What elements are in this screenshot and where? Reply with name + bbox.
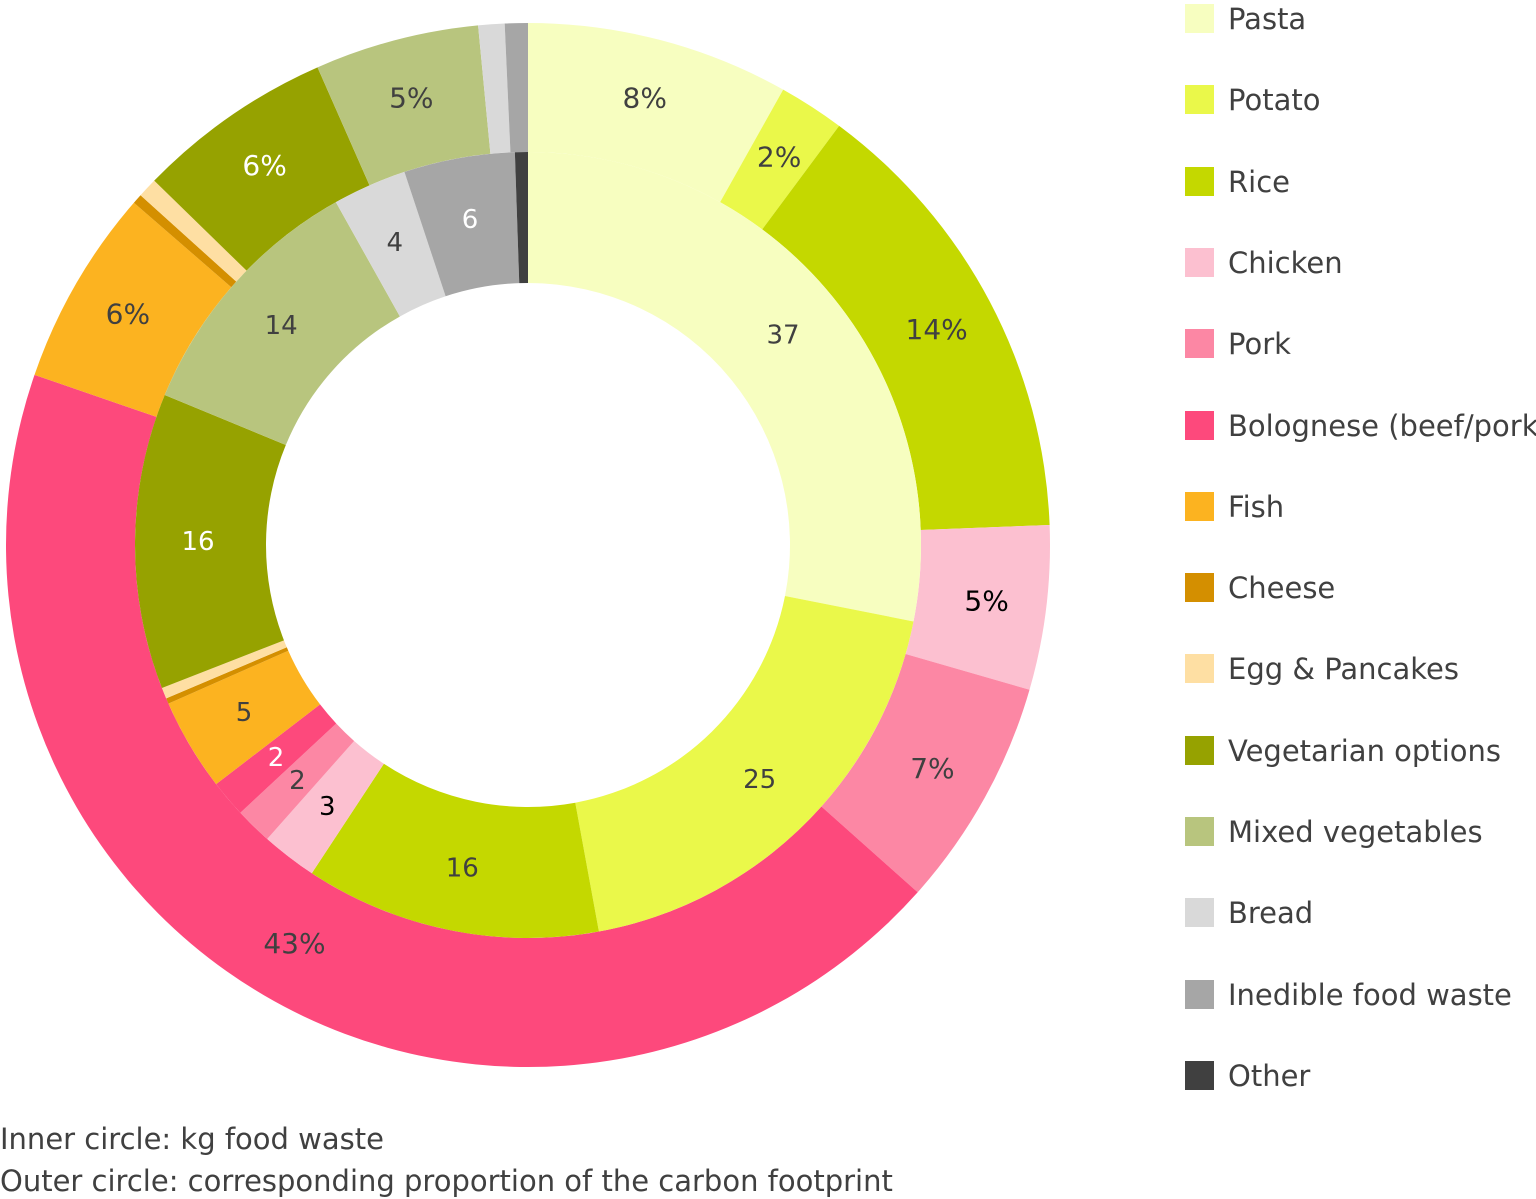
inner-segment-fish <box>168 650 321 785</box>
legend-item: Potato <box>1185 81 1536 121</box>
outer-label: 5% <box>964 584 1008 617</box>
inner-label: 16 <box>181 527 214 557</box>
legend-label: Egg & Pancakes <box>1228 652 1459 687</box>
legend-swatch <box>1185 573 1214 603</box>
legend-swatch <box>1185 329 1214 359</box>
outer-label: 7% <box>910 752 954 785</box>
legend-label: Bolognese (beef/pork) <box>1228 408 1536 443</box>
inner-label: 37 <box>766 321 799 351</box>
legend-item: Vegetarian options <box>1185 732 1536 772</box>
outer-segment-inedible-food-waste <box>504 23 528 153</box>
legend-swatch <box>1185 85 1214 115</box>
legend-swatch <box>1185 735 1214 765</box>
outer-segment-cheese <box>133 195 237 288</box>
inner-segment-vegetarian-options <box>134 395 286 688</box>
legend-swatch <box>1185 247 1214 277</box>
legend-label: Pork <box>1228 327 1291 362</box>
inner-ring <box>134 152 922 938</box>
inner-segment-bolognese-beef-pork- <box>216 704 337 813</box>
legend-item: Other <box>1185 1057 1536 1097</box>
outer-segment-rice <box>762 125 1050 530</box>
legend-label: Bread <box>1228 896 1314 931</box>
legend-swatch <box>1185 491 1214 521</box>
legend-item: Pasta <box>1185 0 1536 40</box>
legend-swatch <box>1185 166 1214 196</box>
legend-swatch <box>1185 410 1214 440</box>
inner-segment-cheese <box>166 647 289 704</box>
inner-label: 16 <box>446 853 479 883</box>
inner-label: 3 <box>319 792 336 822</box>
inner-segment-pork <box>240 723 355 839</box>
inner-label: 6 <box>462 205 479 235</box>
inner-segment-mixed-vegetables <box>164 202 400 446</box>
legend-swatch <box>1185 654 1214 684</box>
inner-label: 4 <box>387 228 404 258</box>
legend-swatch <box>1185 979 1214 1009</box>
inner-label: 14 <box>265 311 298 341</box>
outer-label: 5% <box>389 81 433 114</box>
legend-label: Mixed vegetables <box>1228 815 1483 849</box>
inner-segment-egg-pancakes <box>161 640 287 699</box>
outer-label: 6% <box>106 298 150 331</box>
outer-segment-bolognese-beef-pork- <box>6 374 918 1067</box>
inner-segment-inedible-food-waste <box>404 152 520 297</box>
legend-item: Chicken <box>1185 244 1536 284</box>
outer-segment-fish <box>34 202 232 417</box>
outer-segment-mixed-vegetables <box>317 25 491 186</box>
legend-label: Rice <box>1228 164 1290 199</box>
legend-item: Pork <box>1185 325 1536 365</box>
inner-segment-bread <box>335 171 446 317</box>
outer-segment-pork <box>821 653 1030 893</box>
legend-item: Inedible food waste <box>1185 976 1536 1016</box>
legend-label: Fish <box>1228 489 1285 524</box>
outer-label: 8% <box>623 81 667 114</box>
inner-segment-chicken <box>267 740 384 874</box>
legend-item: Bread <box>1185 894 1536 934</box>
legend-swatch <box>1185 4 1214 33</box>
outer-segment-chicken <box>905 525 1050 690</box>
outer-label: 6% <box>242 149 286 182</box>
legend-item: Egg & Pancakes <box>1185 650 1536 690</box>
outer-segment-potato <box>720 89 840 230</box>
legend-label: Pasta <box>1228 2 1307 36</box>
legend-label: Chicken <box>1228 245 1343 280</box>
outer-label: 2% <box>757 141 801 174</box>
legend-label: Potato <box>1228 83 1321 118</box>
outer-label: 43% <box>263 927 325 960</box>
legend-label: Vegetarian options <box>1228 733 1501 768</box>
inner-segment-potato <box>575 595 914 932</box>
legend-item: Fish <box>1185 488 1536 528</box>
inner-segment-pasta <box>528 152 922 622</box>
inner-segment-other <box>514 152 528 284</box>
legend-swatch <box>1185 898 1214 928</box>
inner-segment-rice <box>311 763 599 938</box>
outer-segment-egg-pancakes <box>140 180 247 282</box>
legend-label: Cheese <box>1228 571 1336 606</box>
outer-ring <box>6 23 1050 1067</box>
outer-segment-bread <box>478 23 511 154</box>
caption-outer-circle: Outer circle: corresponding proportion o… <box>0 1164 893 1198</box>
inner-label: 2 <box>268 743 285 773</box>
inner-label: 5 <box>236 698 253 728</box>
legend-item: Cheese <box>1185 569 1536 609</box>
legend-item: Bolognese (beef/pork) <box>1185 407 1536 447</box>
legend-item: Mixed vegetables <box>1185 813 1536 853</box>
caption-inner-circle: Inner circle: kg food waste <box>0 1122 384 1156</box>
legend-swatch <box>1185 1060 1214 1090</box>
outer-segment-pasta <box>528 23 784 203</box>
inner-label: 2 <box>289 766 306 796</box>
inner-label: 25 <box>743 765 776 795</box>
legend-label: Other <box>1228 1058 1311 1093</box>
outer-label: 14% <box>906 313 968 346</box>
legend-swatch <box>1185 817 1214 846</box>
outer-segment-vegetarian-options <box>154 67 370 271</box>
legend-label: Inedible food waste <box>1228 977 1512 1012</box>
legend-item: Rice <box>1185 163 1536 203</box>
